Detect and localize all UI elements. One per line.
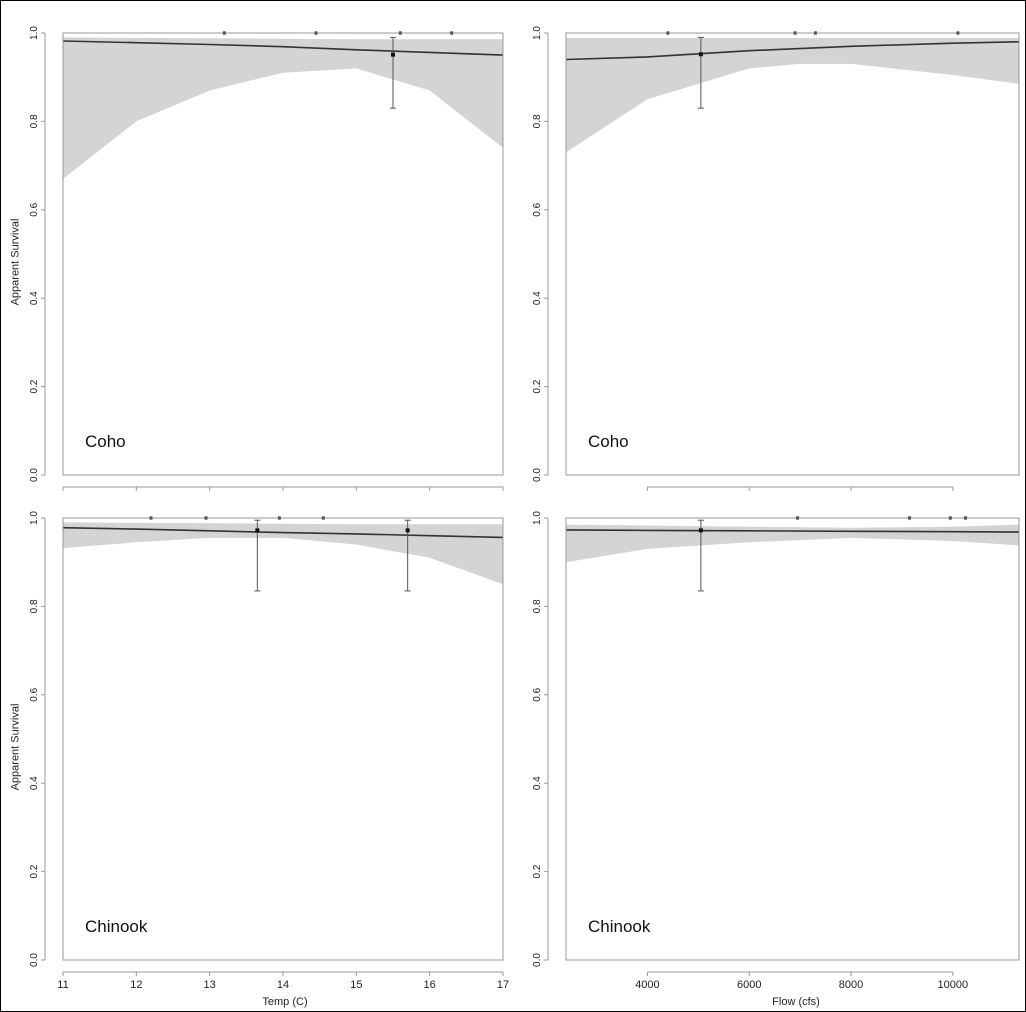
panel-coho-temp: 0.0 0.2 0.4 0.6 0.8 1.0 Coho	[15, 26, 507, 523]
panel-coho-flow: 0.0 0.2 0.4 0.6 0.8 1.0 Coho	[518, 26, 1023, 523]
x-tick-label: 14	[277, 979, 289, 991]
fitted-line	[62, 526, 504, 539]
y-tick-label: 0.4	[29, 291, 40, 305]
y-tick-label: 0.8	[532, 599, 543, 613]
x-axis-label-temp: Temp (C)	[262, 996, 308, 1008]
y-tick-label: 0.8	[29, 599, 40, 613]
confidence-band	[63, 37, 503, 179]
fitted-line	[565, 41, 1020, 61]
y-tick-label: 1.0	[532, 511, 543, 525]
y-tick-label: 0.2	[29, 379, 40, 393]
y-tick-label: 1.0	[532, 26, 543, 40]
species-label: Chinook	[85, 917, 148, 936]
confidence-band	[63, 522, 503, 585]
estimate-point	[405, 528, 410, 533]
estimate-point	[255, 528, 260, 533]
estimate-point	[391, 52, 395, 57]
chart-coho-temp: 0.0 0.2 0.4 0.6 0.8 1.0 Coho	[29, 26, 504, 491]
y-tick-label: 1.0	[29, 26, 40, 40]
y-tick-label: 0.8	[532, 114, 543, 128]
y-tick-label: 1.0	[29, 511, 40, 525]
y-tick-label: 0.6	[29, 687, 40, 701]
x-tick-label: 10000	[938, 979, 969, 991]
x-tick-label: 11	[57, 979, 68, 991]
x-tick-label: 4000	[635, 979, 659, 991]
plot-border	[565, 32, 1020, 476]
y-tick-label: 0.2	[532, 864, 543, 878]
y-axis-label-bottom: Apparent Survival	[8, 703, 21, 791]
estimate-point	[698, 528, 703, 533]
chart-coho-flow: 0.0 0.2 0.4 0.6 0.8 1.0 Coho	[532, 26, 1020, 491]
y-tick-label: 0.4	[29, 776, 40, 790]
chart-chinook-flow: 0.0 0.2 0.4 0.6 0.8 1.0 4000 6000 8000 10000 Chino…	[532, 511, 1020, 991]
x-tick-label: 12	[130, 979, 142, 991]
x-tick-label: 16	[424, 979, 436, 991]
species-label: Chinook	[588, 917, 651, 936]
plot-border	[62, 32, 504, 476]
y-tick-label: 0.6	[532, 687, 543, 701]
y-tick-label: 0.6	[532, 202, 543, 216]
x-tick-label: 8000	[839, 979, 863, 991]
confidence-band	[566, 524, 1019, 563]
species-label: Coho	[85, 432, 126, 451]
estimate-point	[698, 52, 703, 57]
species-label: Coho	[588, 432, 629, 451]
y-tick-label: 0.0	[29, 953, 40, 967]
x-tick-label: 13	[204, 979, 216, 991]
x-axis-label-flow: Flow (cfs)	[772, 996, 820, 1008]
y-tick-label: 0.4	[532, 776, 543, 790]
panel-chinook-temp: 0.0 0.2 0.4 0.6 0.8 1.0 11 12 13 14 15 16 17 Chinook	[15, 511, 509, 1008]
y-tick-label: 0.0	[532, 953, 543, 967]
y-tick-label: 0.0	[29, 468, 40, 482]
y-tick-label: 0.0	[532, 468, 543, 482]
plot-border	[62, 517, 504, 961]
y-tick-label: 0.6	[29, 202, 40, 216]
y-tick-label: 0.8	[29, 114, 40, 128]
fitted-line	[62, 40, 504, 56]
y-axis-label-top: Apparent Survival	[8, 218, 21, 306]
x-tick-label: 15	[350, 979, 362, 991]
panel-chinook-flow: 0.0 0.2 0.4 0.6 0.8 1.0 4000 6000 8000 10000 Chino…	[518, 511, 1023, 1008]
plot-border	[565, 517, 1020, 961]
x-tick-label: 17	[497, 979, 509, 991]
confidence-band	[566, 37, 1019, 153]
chart-chinook-temp: 0.0 0.2 0.4 0.6 0.8 1.0 11 12 13 14 15 16 17 Chinook	[29, 511, 509, 991]
y-tick-label: 0.4	[532, 291, 543, 305]
fitted-line	[565, 529, 1020, 533]
y-tick-label: 0.2	[532, 379, 543, 393]
x-tick-label: 6000	[737, 979, 761, 991]
y-tick-label: 0.2	[29, 864, 40, 878]
